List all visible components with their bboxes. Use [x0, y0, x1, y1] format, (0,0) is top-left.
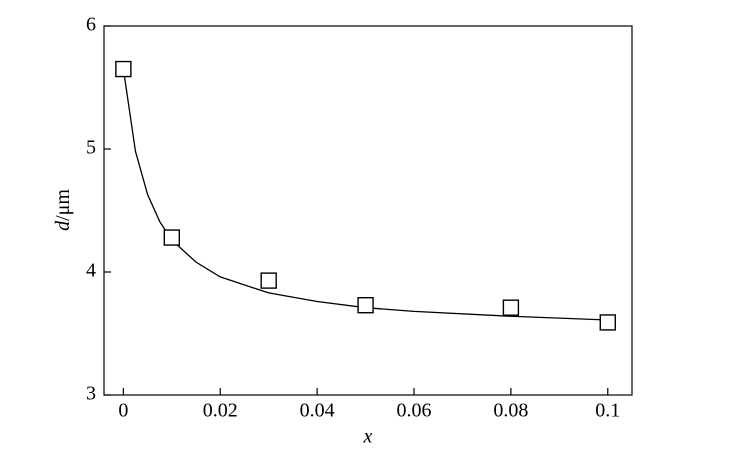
data-point — [163, 229, 181, 246]
y-tick-label: 3 — [86, 383, 96, 405]
data-point — [599, 314, 616, 331]
y-tick-label: 4 — [86, 260, 96, 282]
y-tick-label: 6 — [86, 14, 96, 36]
x-tick-label: 0 — [118, 400, 128, 422]
x-tick-label: 0.08 — [493, 400, 528, 422]
y-label-var: d — [52, 220, 74, 231]
data-point — [115, 60, 132, 78]
fit-curve — [122, 68, 608, 321]
x-tick-label: 0.06 — [397, 400, 432, 422]
data-point — [357, 297, 374, 314]
y-tick-label: 5 — [86, 137, 96, 159]
data-point — [260, 272, 277, 289]
y-axis-label: d/μm — [52, 189, 74, 231]
data-point — [502, 299, 520, 316]
x-tick-label: 0.1 — [595, 400, 620, 422]
plot-frame — [103, 25, 633, 396]
x-axis-label: x — [363, 426, 373, 448]
x-tick-label: 0.02 — [203, 400, 238, 422]
y-label-unit: /μm — [52, 189, 74, 221]
x-tick-label: 0.04 — [300, 400, 335, 422]
